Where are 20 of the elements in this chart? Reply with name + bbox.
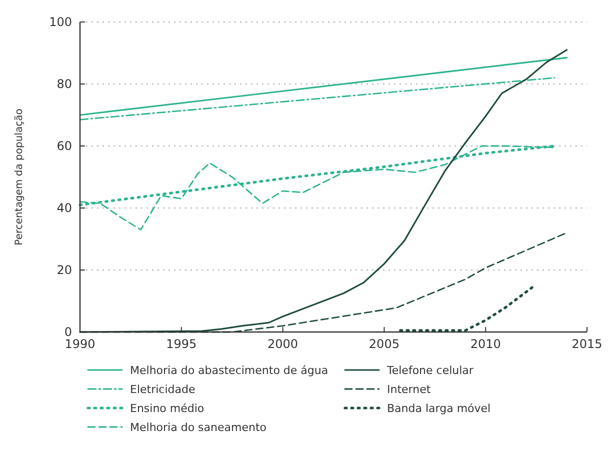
y-tick-label: 80 bbox=[56, 77, 72, 91]
legend-label: Melhoria do saneamento bbox=[130, 421, 267, 434]
legend-label: Telefone celular bbox=[386, 364, 474, 377]
y-tick-label: 0 bbox=[64, 325, 72, 339]
x-tick-label: 2000 bbox=[268, 337, 298, 351]
x-tick-label: 2015 bbox=[572, 337, 602, 351]
y-tick-label: 60 bbox=[56, 139, 72, 153]
x-tick-label: 1995 bbox=[166, 337, 197, 351]
y-tick-label: 40 bbox=[56, 201, 72, 215]
x-tick-label: 2010 bbox=[470, 337, 501, 351]
y-axis-title: Percentagem da população bbox=[14, 108, 25, 246]
legend-label: Banda larga móvel bbox=[387, 402, 491, 415]
legend-label: Melhoria do abastecimento de água bbox=[130, 364, 328, 377]
legend-label: Eletricidade bbox=[130, 383, 196, 396]
y-tick-label: 20 bbox=[56, 263, 72, 277]
legend-label: Internet bbox=[387, 383, 432, 396]
legend-label: Ensino médio bbox=[130, 402, 204, 415]
x-tick-label: 2005 bbox=[368, 337, 400, 351]
x-tick-label: 1990 bbox=[64, 337, 96, 351]
y-tick-label: 100 bbox=[49, 15, 72, 29]
